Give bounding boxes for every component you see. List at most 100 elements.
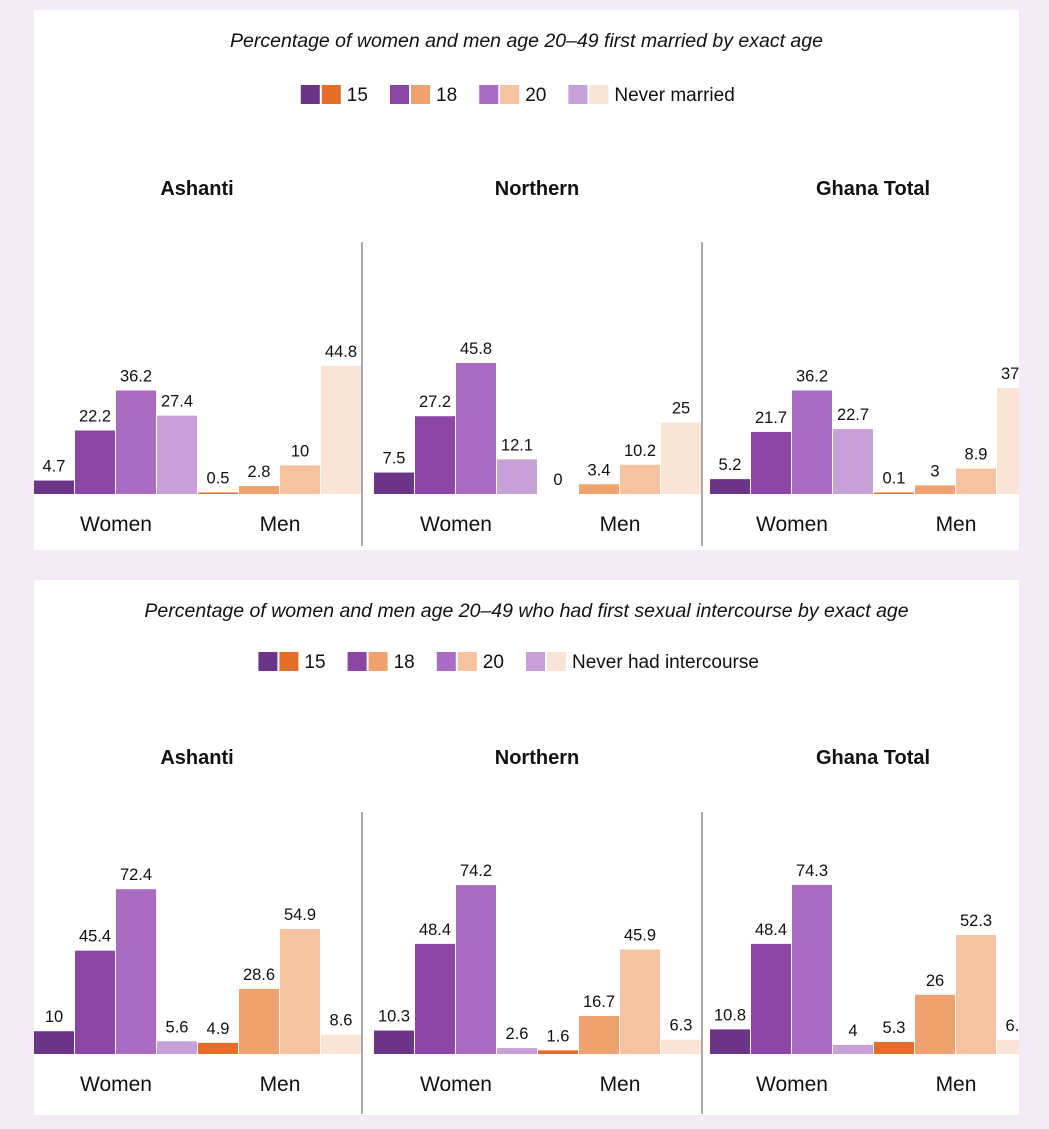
bar-women-15 — [710, 479, 750, 494]
category-label-men: Men — [260, 513, 301, 536]
data-label: 21.7 — [755, 409, 787, 427]
bar-men-never-married — [321, 365, 361, 494]
bar-men-15 — [198, 492, 238, 494]
legend-label: Never had intercourse — [572, 652, 759, 673]
legend-label: 18 — [436, 85, 457, 106]
data-label: 8.9 — [965, 446, 988, 464]
legend-item-18: 18 — [390, 85, 457, 106]
category-label-men: Men — [936, 513, 977, 536]
married-chart: Percentage of women and men age 20–49 fi… — [34, 30, 1019, 546]
data-label: 36.2 — [120, 367, 152, 385]
bar-women-15 — [34, 1031, 74, 1054]
data-label: 25 — [672, 400, 690, 418]
data-label: 5.2 — [719, 456, 742, 474]
legend-swatch-men — [368, 652, 388, 671]
bar-women-20 — [456, 363, 496, 494]
legend-item-18: 18 — [347, 652, 415, 673]
data-label: 54.9 — [284, 906, 316, 924]
bar-men-15 — [538, 1050, 578, 1054]
data-label: 48.4 — [755, 921, 787, 939]
bar-men-15 — [198, 1042, 238, 1054]
bar-men-never-married — [997, 387, 1019, 494]
data-label: 0.5 — [207, 470, 230, 488]
bar-women-never-had-intercourse — [157, 1041, 197, 1054]
legend-swatch-men — [589, 85, 609, 104]
bar-women-15 — [374, 1030, 414, 1054]
bar-men-15 — [874, 492, 914, 494]
data-label: 44.8 — [325, 343, 357, 361]
data-label: 52.3 — [960, 912, 992, 930]
bar-women-15 — [710, 1029, 750, 1054]
data-label: 10.8 — [714, 1006, 746, 1024]
category-label-women: Women — [80, 513, 152, 536]
data-label: 27.4 — [161, 393, 193, 411]
data-label: 5.6 — [166, 1018, 189, 1036]
data-label: 3.4 — [588, 461, 611, 479]
chart-title: Percentage of women and men age 20–49 wh… — [144, 600, 908, 622]
bar-men-18 — [579, 1015, 619, 1054]
region-title: Ghana Total — [816, 747, 930, 769]
legend-swatch-men — [500, 85, 520, 104]
category-label-women: Women — [80, 1073, 152, 1096]
bar-women-20 — [792, 390, 832, 494]
data-label: 4.7 — [43, 458, 66, 476]
legend-item-20: 20 — [479, 85, 546, 106]
legend-swatch-women — [300, 85, 320, 104]
legend: 15 18 20 Never had intercourse — [258, 652, 759, 673]
data-label: 22.2 — [79, 408, 111, 426]
bar-men-20 — [956, 468, 996, 494]
data-label: 74.2 — [460, 862, 492, 880]
bar-women-never-had-intercourse — [497, 1048, 537, 1054]
bar-men-18 — [915, 994, 955, 1054]
data-label: 6.2 — [1006, 1017, 1019, 1035]
data-label: 2.8 — [248, 463, 271, 481]
data-label: 10.3 — [378, 1008, 410, 1026]
bar-women-never-had-intercourse — [833, 1044, 873, 1054]
bar-men-18 — [239, 485, 279, 494]
data-label: 45.9 — [624, 927, 656, 945]
data-label: 22.7 — [837, 406, 869, 424]
legend-swatch-men — [321, 85, 341, 104]
bar-women-15 — [34, 480, 74, 494]
bar-women-18 — [751, 943, 791, 1054]
legend-swatch-men — [279, 652, 299, 671]
bar-men-15 — [874, 1041, 914, 1054]
legend-item-never-had-intercourse: Never had intercourse — [526, 652, 759, 673]
bar-men-18 — [579, 484, 619, 494]
bar-women-15 — [374, 472, 414, 494]
data-label: 6.3 — [670, 1017, 693, 1035]
bar-men-20 — [620, 464, 660, 494]
region-title: Ghana Total — [816, 178, 930, 200]
intercourse-chart: Percentage of women and men age 20–49 wh… — [34, 600, 1019, 1114]
legend-swatch-women — [347, 652, 367, 671]
bar-men-18 — [915, 485, 955, 494]
legend-swatch-men — [457, 652, 477, 671]
bar-men-20 — [620, 949, 660, 1054]
bar-women-20 — [116, 889, 156, 1054]
legend-item-15: 15 — [300, 85, 368, 106]
legend-label: Never married — [614, 85, 734, 106]
region-title: Ashanti — [160, 178, 233, 200]
data-label: 36.2 — [796, 367, 828, 385]
bar-men-20 — [280, 465, 320, 494]
legend-label: 20 — [483, 652, 504, 673]
bar-women-20 — [456, 885, 496, 1054]
data-label: 3 — [930, 462, 939, 480]
legend-item-never-married: Never married — [568, 85, 735, 106]
category-label-women: Women — [420, 513, 492, 536]
region-title: Northern — [495, 178, 579, 200]
data-label: 0.1 — [883, 470, 906, 488]
region-northern: Northern 7.5 27.2 45.8 12.1 Women 0 3.4 10.2 25 Me… — [374, 178, 701, 536]
legend-item-20: 20 — [436, 652, 504, 673]
data-label: 45.4 — [79, 928, 111, 946]
chart-title: Percentage of women and men age 20–49 fi… — [230, 30, 823, 52]
legend-swatch-men — [411, 85, 430, 104]
legend-label: 15 — [304, 652, 325, 673]
legend-swatch-women — [436, 652, 456, 671]
legend-label: 15 — [347, 85, 368, 106]
legend-swatch-men — [547, 652, 566, 671]
bar-women-never-married — [157, 415, 197, 494]
category-label-women: Women — [756, 513, 828, 536]
category-label-men: Men — [600, 513, 641, 536]
bar-men-20 — [280, 929, 320, 1054]
